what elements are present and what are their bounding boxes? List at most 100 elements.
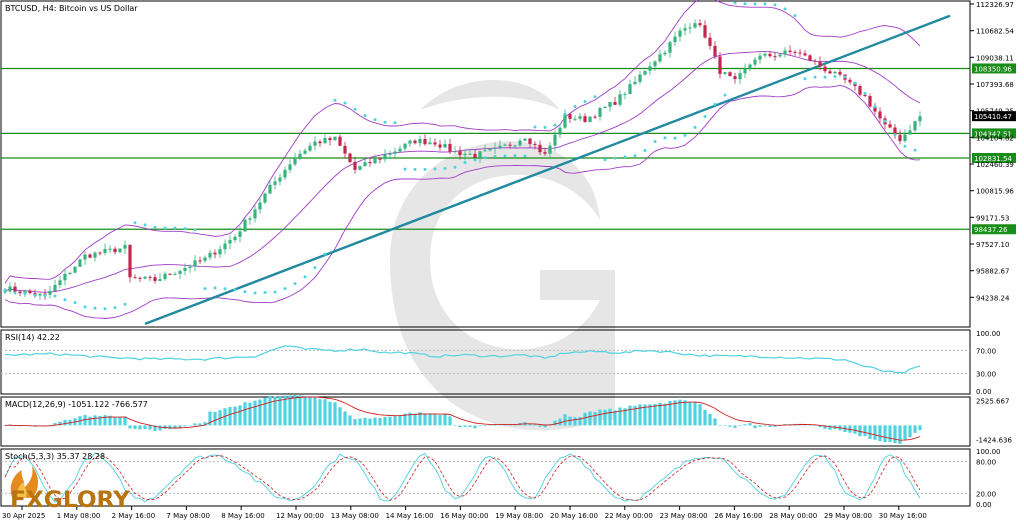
candle-body xyxy=(58,280,62,286)
sar-dot xyxy=(23,292,27,296)
rsi-layer xyxy=(1,345,970,375)
candle-body xyxy=(808,55,812,61)
macd-bar xyxy=(558,418,562,426)
candle-body xyxy=(518,140,522,146)
macd-bar xyxy=(828,425,832,430)
candle-body xyxy=(488,149,492,151)
candle xyxy=(278,173,282,186)
sar-dot xyxy=(683,133,687,137)
candle xyxy=(38,293,42,300)
macd-bar xyxy=(238,405,242,426)
candle-body xyxy=(698,23,702,26)
candle xyxy=(213,249,217,259)
x-tick-label: 30 Apr 2025 xyxy=(2,512,45,520)
candle xyxy=(403,143,407,153)
sar-dot xyxy=(483,156,487,160)
macd-bar xyxy=(608,408,612,426)
candle xyxy=(103,243,107,256)
candle xyxy=(773,52,777,61)
x-tick-label: 23 May 08:00 xyxy=(660,512,708,520)
candle-body xyxy=(228,240,232,244)
candle-body xyxy=(173,273,177,275)
macd-bar xyxy=(563,414,567,426)
candle xyxy=(413,139,417,145)
sar-dot xyxy=(353,107,357,111)
sar-dot xyxy=(833,75,837,79)
candle xyxy=(468,148,472,155)
y-tick-label: 105749.25 xyxy=(976,108,1014,116)
candle xyxy=(498,140,502,150)
y-tick-label: 100815.96 xyxy=(976,188,1014,196)
candle xyxy=(703,20,707,39)
macd-bar xyxy=(353,419,357,426)
level-label: 104347.51 xyxy=(972,128,1016,139)
candle xyxy=(678,27,682,42)
candle xyxy=(378,156,382,164)
candle-body xyxy=(638,74,642,82)
candle xyxy=(203,255,207,264)
macd-bar xyxy=(158,425,162,431)
candle-body xyxy=(448,143,452,152)
macd-bar xyxy=(398,415,402,426)
candle-body xyxy=(88,254,92,258)
candle-body xyxy=(368,162,372,164)
logo-text: FXGLORY xyxy=(10,488,131,513)
macd-bar xyxy=(718,425,722,426)
candle xyxy=(493,142,497,155)
macd-bar xyxy=(638,404,642,426)
candle-body xyxy=(343,145,347,154)
candle xyxy=(798,49,802,57)
candle xyxy=(783,47,787,58)
sar-dot xyxy=(773,3,777,7)
candle xyxy=(598,106,602,121)
sar-dot xyxy=(523,154,527,158)
candle xyxy=(908,124,912,135)
candle-body xyxy=(403,143,407,149)
candle xyxy=(503,143,507,146)
candle xyxy=(558,123,562,138)
candle xyxy=(348,152,352,164)
sar-dot xyxy=(293,282,297,286)
stoch-layer xyxy=(1,452,970,503)
macd-bar xyxy=(613,410,617,426)
macd-bar xyxy=(873,425,877,440)
x-tick-label: 14 May 16:00 xyxy=(386,512,434,520)
level-label: 102831.54 xyxy=(972,152,1016,163)
candle-body xyxy=(383,154,387,160)
sar-dot xyxy=(313,266,317,270)
macd-bar xyxy=(303,396,307,426)
candle xyxy=(183,263,187,276)
candle xyxy=(433,138,437,147)
candle-body xyxy=(563,113,567,128)
candle xyxy=(813,58,817,65)
macd-bar xyxy=(853,425,857,434)
sar-dot xyxy=(693,125,697,129)
candle xyxy=(73,266,77,274)
candle xyxy=(88,253,92,259)
candle xyxy=(913,120,917,133)
candle xyxy=(693,19,697,30)
candle-body xyxy=(118,248,122,253)
candle-body xyxy=(428,142,432,145)
macd-bar xyxy=(633,405,637,426)
level-label-bg xyxy=(972,63,1016,74)
candle xyxy=(618,89,622,107)
candle-body xyxy=(603,106,607,108)
sar-dot xyxy=(913,148,917,152)
candle xyxy=(668,40,672,58)
candle xyxy=(163,271,167,281)
candle-body xyxy=(578,116,582,119)
macd-bar xyxy=(488,425,492,426)
x-tick-label: 2 May 16:00 xyxy=(112,512,156,520)
candle xyxy=(248,216,252,225)
candle-body xyxy=(338,136,342,146)
sar-dot xyxy=(233,288,237,292)
candle xyxy=(313,136,317,151)
candle xyxy=(833,70,837,74)
sar-dot xyxy=(223,287,227,291)
candle-body xyxy=(573,118,577,120)
candle-body xyxy=(663,52,667,55)
candle-body xyxy=(273,181,277,185)
sar-dot xyxy=(623,155,627,159)
